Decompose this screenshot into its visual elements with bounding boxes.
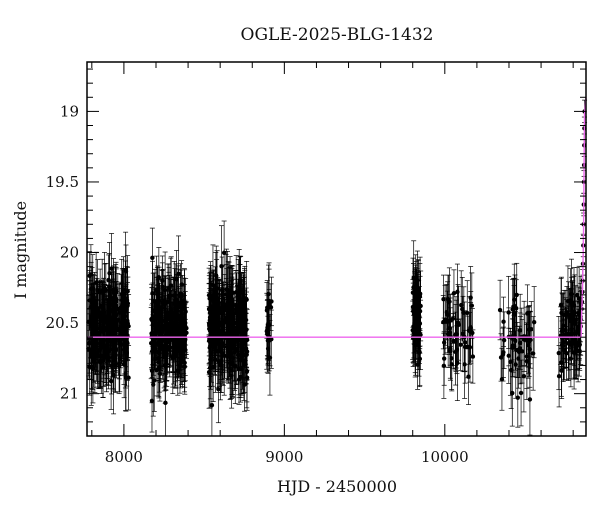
data-points-layer bbox=[86, 99, 588, 436]
data-point bbox=[446, 274, 452, 330]
chart-title: OGLE-2025-BLG-1432 bbox=[241, 25, 434, 45]
data-point bbox=[561, 315, 567, 369]
data-point bbox=[101, 291, 107, 340]
data-point bbox=[116, 307, 122, 380]
data-point bbox=[162, 275, 168, 327]
data-point bbox=[527, 310, 533, 388]
data-point bbox=[216, 282, 222, 363]
data-point bbox=[176, 235, 182, 312]
data-point bbox=[225, 314, 231, 381]
data-point bbox=[236, 354, 242, 405]
data-point bbox=[222, 299, 228, 372]
data-point bbox=[240, 284, 246, 336]
model-curve-layer bbox=[87, 97, 587, 338]
data-point bbox=[122, 293, 128, 351]
data-point bbox=[244, 322, 250, 381]
data-point bbox=[572, 274, 578, 352]
data-point bbox=[113, 268, 119, 344]
data-point bbox=[415, 339, 421, 390]
data-point bbox=[119, 268, 125, 333]
data-point bbox=[468, 266, 474, 330]
event-model-curve bbox=[580, 97, 587, 338]
data-point bbox=[212, 283, 218, 360]
data-point bbox=[458, 318, 464, 371]
data-point bbox=[125, 255, 131, 328]
data-point bbox=[508, 331, 514, 409]
data-point bbox=[109, 282, 115, 355]
data-point bbox=[501, 296, 507, 347]
data-point bbox=[444, 284, 450, 341]
data-point bbox=[460, 295, 466, 372]
data-point bbox=[149, 324, 155, 378]
data-point bbox=[514, 322, 520, 378]
data-point bbox=[149, 287, 155, 353]
data-point bbox=[181, 341, 187, 393]
data-point bbox=[417, 256, 423, 331]
data-point bbox=[518, 359, 524, 427]
data-point bbox=[209, 271, 215, 342]
data-point bbox=[453, 299, 459, 369]
data-point bbox=[87, 338, 93, 396]
data-point bbox=[87, 251, 93, 301]
data-point bbox=[530, 316, 536, 391]
data-point bbox=[162, 302, 168, 357]
data-point bbox=[510, 279, 516, 340]
y-tick-label: 19.5 bbox=[46, 173, 79, 191]
data-point bbox=[168, 256, 174, 315]
data-point bbox=[166, 287, 172, 351]
data-point bbox=[498, 333, 504, 382]
data-point bbox=[242, 307, 248, 379]
x-axis-label: HJD - 2450000 bbox=[277, 477, 397, 496]
data-point bbox=[470, 329, 476, 384]
data-point bbox=[150, 352, 156, 417]
data-point bbox=[521, 340, 527, 413]
data-point bbox=[466, 348, 472, 405]
data-point bbox=[173, 279, 179, 336]
plot-frame bbox=[86, 61, 587, 437]
data-point bbox=[171, 261, 177, 331]
y-tick-label: 21 bbox=[60, 385, 79, 403]
y-tick-label: 19 bbox=[60, 102, 79, 120]
data-point bbox=[531, 286, 537, 359]
data-point bbox=[266, 289, 272, 361]
y-axis-label: I magnitude bbox=[11, 201, 30, 299]
data-point bbox=[154, 277, 160, 349]
data-point bbox=[96, 311, 102, 389]
data-point bbox=[517, 312, 523, 385]
data-point bbox=[497, 279, 503, 341]
ticks-layer bbox=[87, 62, 586, 436]
data-point bbox=[220, 281, 226, 345]
x-tick-label: 8000 bbox=[105, 448, 143, 466]
data-point bbox=[176, 310, 182, 375]
data-point bbox=[123, 344, 129, 412]
data-point bbox=[511, 263, 517, 336]
data-point bbox=[102, 325, 108, 383]
x-tick-label: 10000 bbox=[421, 448, 469, 466]
data-point bbox=[462, 313, 468, 372]
data-point bbox=[206, 295, 212, 357]
data-point bbox=[412, 291, 418, 340]
data-point bbox=[229, 276, 235, 358]
data-point bbox=[92, 296, 98, 372]
x-tick-label: 9000 bbox=[265, 448, 303, 466]
data-point bbox=[556, 316, 562, 391]
y-tick-label: 20 bbox=[60, 244, 79, 262]
data-point bbox=[86, 308, 92, 379]
y-tick-label: 20.5 bbox=[46, 314, 79, 332]
data-point bbox=[156, 247, 162, 308]
data-point bbox=[514, 262, 520, 327]
data-point bbox=[106, 254, 112, 306]
data-point bbox=[524, 324, 530, 389]
tick-labels-layer: 8000 9000 10000 19 19.5 20 20.5 21 bbox=[46, 102, 469, 466]
data-point bbox=[152, 315, 158, 373]
